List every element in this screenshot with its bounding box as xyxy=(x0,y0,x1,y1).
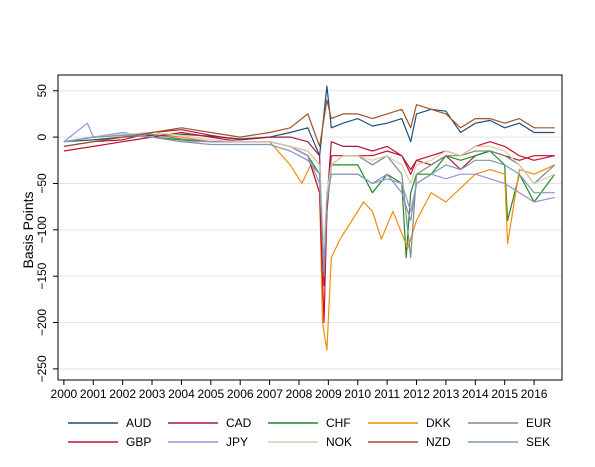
series-line-nok xyxy=(63,131,555,249)
y-tick-label: −200 xyxy=(35,309,49,336)
legend-label-nzd: NZD xyxy=(426,435,451,449)
x-tick-label: 2008 xyxy=(286,387,313,401)
plot-frame xyxy=(57,74,563,381)
legend-label-nok: NOK xyxy=(326,435,352,449)
series-line-nzd xyxy=(63,99,555,147)
x-tick-label: 2010 xyxy=(344,387,371,401)
y-tick-label: −150 xyxy=(35,262,49,289)
legend-label-gbp: GBP xyxy=(126,435,151,449)
x-tick-label: 2005 xyxy=(197,387,224,401)
legend-label-jpy: JPY xyxy=(226,435,248,449)
legend-label-eur: EUR xyxy=(526,416,552,430)
y-tick-label: −50 xyxy=(35,173,49,194)
series-lines xyxy=(63,85,556,351)
x-tick-label: 2015 xyxy=(491,387,518,401)
x-tick-label: 2014 xyxy=(462,387,489,401)
x-tick-label: 2002 xyxy=(109,387,136,401)
x-tick-label: 2013 xyxy=(433,387,460,401)
legend-label-aud: AUD xyxy=(126,416,152,430)
series-line-sek xyxy=(63,134,555,277)
x-tick-label: 2004 xyxy=(168,387,195,401)
y-axis: 50 0 −50 −100 −150 −200 −250 xyxy=(35,84,58,382)
legend-label-chf: CHF xyxy=(326,416,351,430)
y-tick-label: 0 xyxy=(35,133,49,140)
x-tick-label: 2009 xyxy=(315,387,342,401)
y-axis-title: Basis Points xyxy=(20,191,36,268)
x-axis: 2000 2001 2002 2003 2004 2005 2006 2007 2008 2009… xyxy=(51,380,548,401)
x-tick-label: 2006 xyxy=(227,387,254,401)
legend-label-dkk: DKK xyxy=(426,416,451,430)
legend-label-sek: SEK xyxy=(526,435,550,449)
legend-label-cad: CAD xyxy=(226,416,252,430)
x-tick-label: 2001 xyxy=(80,387,107,401)
x-tick-label: 2012 xyxy=(403,387,430,401)
x-tick-label: 2016 xyxy=(521,387,548,401)
y-tick-label: 50 xyxy=(35,84,49,98)
legend: AUD CAD CHF DKK EUR GBP JPY NOK NZD SEK xyxy=(68,416,552,449)
y-tick-label: −250 xyxy=(35,355,49,382)
x-tick-label: 2000 xyxy=(51,387,78,401)
y-tick-label: −100 xyxy=(35,216,49,243)
gridlines xyxy=(58,90,562,370)
x-tick-label: 2007 xyxy=(256,387,283,401)
x-tick-label: 2011 xyxy=(374,387,400,401)
x-tick-label: 2003 xyxy=(139,387,166,401)
